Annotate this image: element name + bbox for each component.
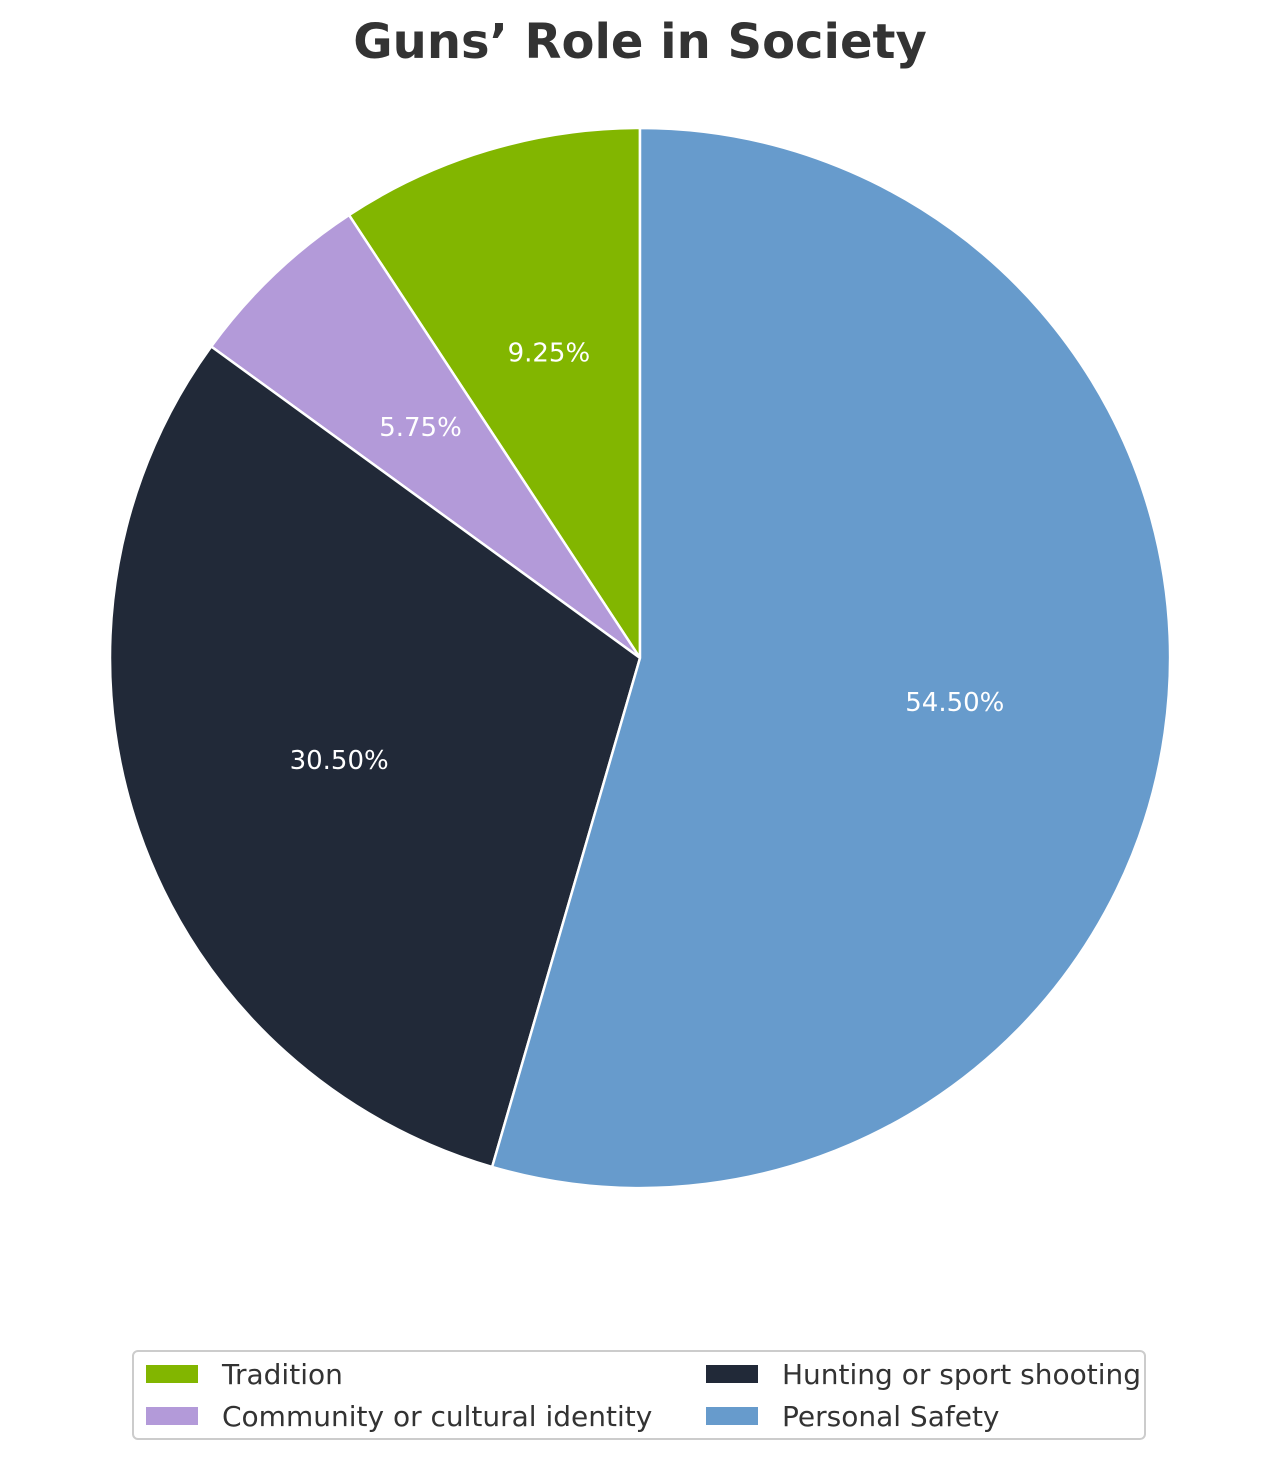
pie-slice-personal-safety — [490, 126, 1172, 1190]
pie-value-label-tradition: 9.25% — [508, 338, 591, 368]
legend-item-hunting-or-sport-shooting: Hunting or sport shooting — [706, 1357, 1142, 1391]
pie-slice-hunting-or-sport-shooting — [108, 345, 642, 1169]
pie-chart: 9.25% 5.75% 30.50% 54.50% — [108, 126, 1172, 1190]
legend-label-tradition: Tradition — [222, 1357, 343, 1391]
legend-label-hunting-or-sport-shooting: Hunting or sport shooting — [782, 1357, 1142, 1391]
legend-label-personal-safety: Personal Safety — [782, 1399, 1000, 1433]
pie-value-label-community-or-cultural-identity: 5.75% — [379, 413, 462, 443]
legend-swatch-community-or-cultural-identity — [146, 1407, 198, 1425]
legend-item-tradition: Tradition — [146, 1357, 343, 1391]
legend: Tradition Community or cultural identity… — [132, 1350, 1146, 1440]
pie-value-labels: 9.25% 5.75% 30.50% 54.50% — [290, 338, 1005, 776]
legend-item-community-or-cultural-identity: Community or cultural identity — [146, 1399, 653, 1433]
legend-swatch-tradition — [146, 1365, 198, 1383]
pie-slice-community-or-cultural-identity — [209, 213, 642, 660]
chart-title: Guns’ Role in Society — [353, 14, 927, 70]
legend-swatch-personal-safety — [706, 1407, 758, 1425]
pie-value-label-hunting-or-sport-shooting: 30.50% — [290, 746, 389, 776]
pie-value-label-personal-safety: 54.50% — [905, 688, 1004, 718]
pie-slices — [108, 126, 1172, 1190]
legend-label-community-or-cultural-identity: Community or cultural identity — [222, 1399, 653, 1433]
legend-swatch-hunting-or-sport-shooting — [706, 1365, 758, 1383]
pie-slice-tradition — [347, 126, 642, 660]
legend-item-personal-safety: Personal Safety — [706, 1399, 1000, 1433]
